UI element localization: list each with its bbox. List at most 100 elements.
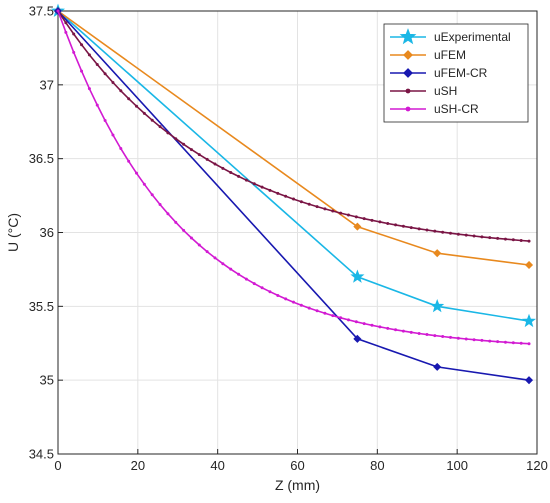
data-point	[119, 147, 123, 151]
data-point	[331, 314, 335, 318]
data-point	[72, 32, 76, 36]
legend-marker	[405, 106, 411, 112]
data-point	[521, 313, 537, 328]
data-point	[519, 238, 523, 242]
data-point	[80, 43, 84, 47]
data-point	[103, 72, 107, 76]
data-point	[401, 224, 405, 228]
data-point	[166, 131, 170, 135]
data-point	[307, 202, 311, 206]
x-tick-label: 40	[210, 458, 224, 473]
data-point	[503, 237, 507, 241]
data-point	[244, 277, 248, 281]
data-point	[166, 212, 170, 216]
data-point	[339, 316, 343, 320]
data-point	[449, 335, 453, 339]
series-group	[50, 3, 537, 385]
y-axis-label: U (°C)	[5, 213, 21, 252]
x-tick-label: 60	[290, 458, 304, 473]
data-point	[370, 218, 374, 222]
series-line	[57, 10, 530, 266]
data-point	[409, 226, 413, 230]
data-point	[299, 200, 303, 204]
legend-marker	[403, 50, 413, 60]
data-point	[417, 331, 421, 335]
data-point	[524, 260, 534, 270]
data-point	[268, 188, 272, 192]
data-point	[80, 69, 84, 73]
x-tick-label: 80	[370, 458, 384, 473]
data-point	[480, 338, 484, 342]
data-point	[378, 325, 382, 329]
y-tick-label: 35	[40, 373, 54, 388]
data-point	[197, 243, 201, 247]
data-point	[95, 103, 99, 107]
data-point	[323, 207, 327, 211]
data-point	[229, 170, 233, 174]
data-point	[260, 286, 264, 290]
data-point	[111, 133, 115, 137]
data-point	[449, 231, 453, 235]
x-tick-label: 100	[446, 458, 468, 473]
data-point	[135, 104, 139, 108]
data-point	[221, 262, 225, 266]
data-point	[174, 137, 178, 141]
data-point	[276, 293, 280, 297]
data-point	[299, 303, 303, 307]
data-point	[350, 269, 365, 283]
data-point	[441, 335, 445, 339]
data-point	[346, 213, 350, 217]
data-point	[456, 336, 460, 340]
series-uSH	[56, 9, 531, 243]
data-point	[511, 341, 515, 345]
x-tick-label: 0	[54, 458, 61, 473]
data-point	[197, 153, 201, 157]
data-point	[315, 309, 319, 313]
data-point	[353, 222, 362, 231]
x-tick-label: 120	[526, 458, 548, 473]
data-point	[142, 111, 146, 115]
data-point	[229, 267, 233, 271]
y-tick-label: 36.5	[29, 151, 54, 166]
data-point	[237, 272, 241, 276]
data-point	[503, 340, 507, 344]
data-point	[527, 239, 531, 243]
legend-item: uFEM	[390, 48, 466, 62]
data-point	[527, 342, 531, 346]
data-point	[213, 256, 217, 260]
data-point	[401, 329, 405, 333]
data-point	[524, 376, 534, 385]
series-uFEM-CR	[53, 6, 534, 385]
data-point	[135, 171, 139, 175]
data-point	[87, 53, 91, 57]
data-point	[441, 230, 445, 234]
data-point	[213, 162, 217, 166]
data-point	[111, 80, 115, 84]
data-point	[307, 306, 311, 310]
data-point	[354, 215, 358, 219]
data-point	[150, 193, 154, 197]
data-point	[174, 220, 178, 224]
data-point	[150, 118, 154, 122]
legend-marker	[403, 68, 413, 78]
data-point	[496, 236, 500, 240]
data-point	[353, 334, 362, 343]
data-point	[433, 334, 437, 338]
data-point	[456, 232, 460, 236]
data-point	[72, 50, 76, 54]
data-point	[205, 157, 209, 161]
data-point	[394, 223, 398, 227]
legend-label: uExperimental	[434, 30, 511, 44]
y-tick-label: 37.5	[29, 4, 54, 19]
data-point	[276, 191, 280, 195]
series-line	[57, 10, 530, 381]
data-point	[252, 182, 256, 186]
legend-item: uExperimental	[390, 28, 511, 45]
data-point	[237, 174, 241, 178]
legend-label: uFEM	[434, 48, 466, 62]
axis-ticks: 0 20 40 60 80 100 120 34.5 35 35.5 36 36.5 37 37.5	[29, 4, 548, 474]
data-point	[346, 318, 350, 322]
y-tick-label: 37	[40, 77, 54, 92]
data-point	[315, 205, 319, 209]
data-point	[244, 178, 248, 182]
